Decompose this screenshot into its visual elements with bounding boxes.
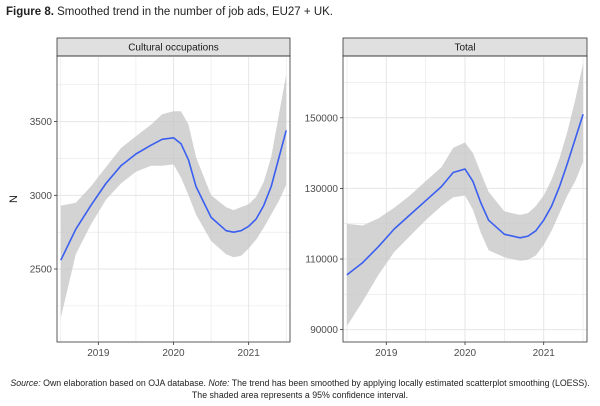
x-tick-label: 2019 [375, 348, 398, 359]
panel-2: Total 90000 110000 130000 150000 2019 2020 2021 [305, 37, 588, 359]
y-tick-label: 90000 [310, 325, 338, 336]
x-tick-label: 2021 [533, 348, 556, 359]
panel-title: Cultural occupations [128, 43, 219, 54]
confidence-band [346, 63, 584, 327]
source-text: Own elaboration based on OJA database. [40, 378, 209, 388]
x-tick-label: 2019 [87, 348, 110, 359]
y-tick-label: 3500 [30, 117, 53, 128]
x-tick-label: 2021 [238, 348, 261, 359]
y-tick-label: 130000 [305, 184, 339, 195]
chart-area: Cultural occupations 2500 3000 3500 2019 2020… [8, 37, 588, 359]
y-tick-label: 110000 [305, 255, 338, 266]
x-tick-label: 2020 [454, 348, 477, 359]
figure-source-note: Source: Own elaboration based on OJA dat… [6, 377, 594, 401]
note-text: The trend has been smoothed by applying … [191, 378, 590, 400]
panel-1: Cultural occupations 2500 3000 3500 2019 2020… [8, 37, 291, 359]
y-tick-label: 150000 [305, 113, 339, 124]
figure-label: Figure 8. [6, 6, 54, 18]
source-label: Source: [10, 378, 41, 388]
panel-title: Total [454, 43, 475, 54]
note-label: Note: [208, 378, 230, 388]
y-axis-label: N [8, 195, 20, 203]
y-tick-label: 2500 [30, 265, 53, 276]
y-tick-label: 3000 [30, 191, 53, 202]
x-tick-label: 2020 [162, 348, 185, 359]
confidence-band [60, 74, 287, 318]
figure-title-text: Smoothed trend in the number of job ads,… [57, 6, 333, 18]
trend-line [346, 114, 584, 276]
figure-title: Figure 8. Smoothed trend in the number o… [6, 6, 333, 18]
trend-line [60, 130, 287, 261]
